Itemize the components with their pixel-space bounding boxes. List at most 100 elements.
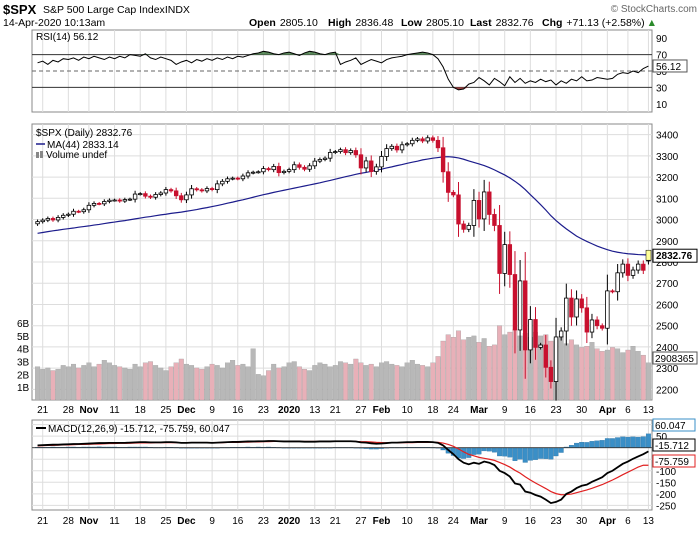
volume-bar xyxy=(112,365,118,401)
volume-bar xyxy=(142,362,148,401)
quote-label: Chg xyxy=(542,17,562,29)
volume-legend-swatch xyxy=(40,151,43,158)
volume-bar xyxy=(538,335,544,401)
macd-value-tag xyxy=(652,438,696,452)
candle-up xyxy=(517,280,523,331)
date-tick-label: 13 xyxy=(643,516,655,527)
volume-bar xyxy=(625,349,631,401)
candle-up xyxy=(399,144,405,151)
volume-bar xyxy=(558,335,564,401)
volume-bar xyxy=(343,362,349,401)
date-tick-label: 21 xyxy=(37,405,49,416)
macd-tick-label: -150 xyxy=(656,478,676,489)
volume-bar xyxy=(163,370,169,401)
candle-down xyxy=(179,195,184,201)
volume-bar xyxy=(194,367,200,401)
candle-down xyxy=(173,190,179,197)
price-tick-label: 2300 xyxy=(656,364,679,375)
price-tick-label: 2600 xyxy=(656,300,679,311)
date-tick-label: Apr xyxy=(599,516,616,527)
quote-chg: Chg +71.13 (+2.58%) ▲ xyxy=(542,17,657,29)
candle-down xyxy=(276,166,282,174)
volume-bar xyxy=(481,338,487,401)
macd-histogram-bar xyxy=(522,447,528,463)
macd-histogram-bar xyxy=(584,442,590,448)
date-tick-label: Feb xyxy=(373,516,391,527)
candle-up xyxy=(215,183,220,191)
last-price-tag xyxy=(652,248,698,263)
quote-label: Low xyxy=(401,17,423,29)
volume-bar xyxy=(86,362,92,401)
candle-down xyxy=(461,223,466,230)
date-tick-label: 10 xyxy=(402,405,414,416)
macd-value-text: 60.047 xyxy=(655,421,686,432)
macd-value-tag xyxy=(652,454,696,468)
volume-bar xyxy=(296,366,302,401)
volume-bar xyxy=(81,365,87,401)
volume-bar xyxy=(348,363,354,401)
volume-bar xyxy=(96,363,102,401)
candle-up xyxy=(184,194,189,201)
candle-down xyxy=(117,199,122,202)
candle-up xyxy=(635,263,641,271)
volume-bar xyxy=(199,369,205,401)
candle-down xyxy=(96,203,102,205)
volume-bar xyxy=(91,366,97,401)
volume-bar xyxy=(420,365,426,401)
candle-down xyxy=(487,191,492,215)
macd-histogram-bar xyxy=(507,447,513,458)
date-tick-label: 13 xyxy=(643,405,655,416)
volume-bar xyxy=(245,366,251,401)
macd-histogram-bar xyxy=(635,436,641,448)
date-tick-label: 16 xyxy=(232,405,244,416)
volume-bar xyxy=(332,365,338,401)
date-tick-label: Nov xyxy=(79,405,98,416)
candle-down xyxy=(456,194,461,225)
volume-bar xyxy=(486,346,492,401)
volume-bar xyxy=(635,351,641,401)
rsi-tick-label: 50 xyxy=(656,67,668,78)
price-tick-label: 3100 xyxy=(656,194,679,205)
volume-bar xyxy=(430,362,436,401)
quote-low: Low 2805.10 xyxy=(401,17,464,29)
candle-down xyxy=(543,344,548,368)
date-tick-label: 10 xyxy=(402,516,414,527)
macd-value-tag xyxy=(652,418,696,432)
index-name: S&P 500 Large Cap IndexINDX xyxy=(43,4,190,16)
volume-bar xyxy=(466,337,472,401)
candle-up xyxy=(163,189,169,194)
candle-up xyxy=(589,319,595,333)
candle-down xyxy=(302,166,307,170)
date-tick-label: Mar xyxy=(470,516,488,527)
volume-bar xyxy=(476,342,482,401)
volume-bar xyxy=(507,331,513,401)
candle-up xyxy=(225,178,230,182)
price-tick-label: 2200 xyxy=(656,385,679,396)
last-price-marker xyxy=(645,249,652,261)
volume-bar xyxy=(178,358,184,401)
macd-histogram-bar xyxy=(604,438,610,448)
volume-tick-label: 3B xyxy=(17,358,30,369)
candle-down xyxy=(194,188,199,191)
candle-up xyxy=(281,170,287,174)
volume-bar xyxy=(389,363,395,401)
quote-value: 2805.10 xyxy=(426,17,464,29)
candle-up xyxy=(307,165,312,170)
macd-histogram-bar xyxy=(640,436,646,448)
volume-bar xyxy=(461,339,467,401)
rsi-panel: 90 70 50 30 10 RSI(14) 56.12 56.12 xyxy=(31,29,688,113)
quote-value: 2836.48 xyxy=(355,17,393,29)
candle-up xyxy=(389,145,394,150)
volume-bar xyxy=(414,363,420,401)
volume-bar xyxy=(312,365,318,401)
candle-up xyxy=(61,214,66,218)
date-tick-label: 24 xyxy=(448,405,460,416)
candle-down xyxy=(235,177,240,180)
macd-histogram-bar xyxy=(517,447,523,460)
candle-up xyxy=(81,209,86,213)
volume-bar xyxy=(368,363,374,401)
volume-bar xyxy=(307,370,313,401)
candle-up xyxy=(502,244,507,274)
volume-bar xyxy=(266,370,272,401)
